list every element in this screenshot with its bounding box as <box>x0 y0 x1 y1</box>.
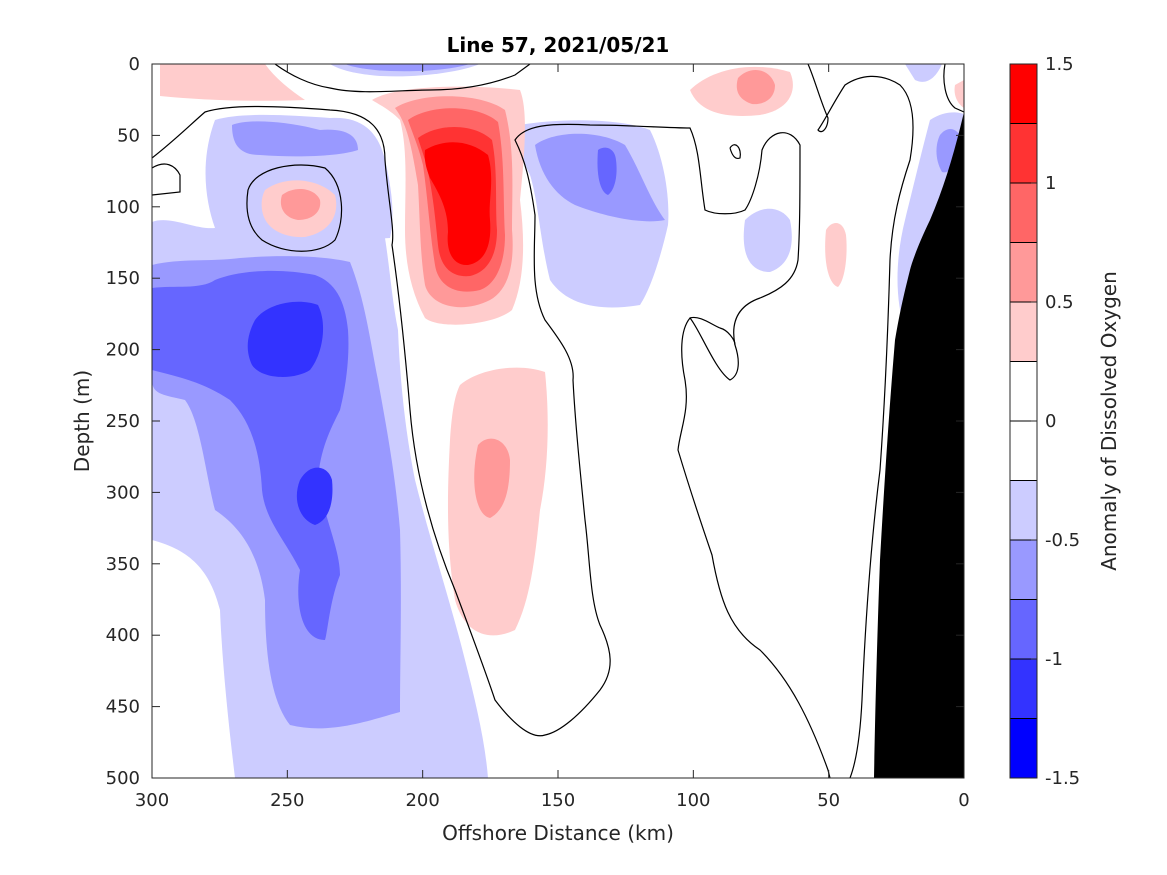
y-tick-label: 200 <box>106 340 140 361</box>
y-tick-label: 450 <box>106 697 140 718</box>
colorbar-band <box>1010 64 1037 124</box>
colorbar-band <box>1010 183 1037 243</box>
y-tick-label: 150 <box>106 268 140 289</box>
colorbar-band <box>1010 480 1037 540</box>
y-tick-label: 500 <box>106 768 140 789</box>
region-neg-light-nearshore1 <box>743 208 792 272</box>
colorbar-tick-label: -1.5 <box>1045 768 1080 789</box>
zero-contours <box>152 64 964 778</box>
y-tick-label: 50 <box>117 125 140 146</box>
colorbar-tick-label: -1 <box>1045 649 1063 670</box>
x-tick-label: 250 <box>270 790 304 811</box>
region-neg-core-2 <box>296 467 333 525</box>
colorbar-tick-label: 1.5 <box>1045 54 1074 75</box>
x-tick-label: 0 <box>958 790 969 811</box>
contour-zero-5 <box>729 144 741 160</box>
region-neg-mid-surface <box>345 64 470 72</box>
colorbar-band <box>1010 302 1037 362</box>
contour-zero-3 <box>246 164 343 252</box>
colorbar-band <box>1010 659 1037 719</box>
region-pos-mid-eddy <box>280 188 321 220</box>
contour-zero-4 <box>274 64 531 93</box>
colorbar-tick-label: -0.5 <box>1045 530 1080 551</box>
colorbar-band <box>1010 718 1037 778</box>
region-neg-mid-upper <box>232 121 358 157</box>
colorbar-tick-label: 0 <box>1045 411 1056 432</box>
region-pos-light-surface-left <box>160 64 305 101</box>
region-neg-light-nearshore2 <box>905 64 942 82</box>
y-tick-label: 300 <box>106 482 140 503</box>
contour-zero-8 <box>689 316 736 346</box>
contour-zero-2 <box>152 163 181 196</box>
contour-zero-1 <box>152 105 831 778</box>
region-pos-core <box>424 142 492 266</box>
x-tick-label: 300 <box>135 790 169 811</box>
colorbar-label: Anomaly of Dissolved Oxygen <box>1097 271 1121 571</box>
y-tick-label: 100 <box>106 197 140 218</box>
colorbar-band <box>1010 599 1037 659</box>
colorbar-tick-label: 1 <box>1045 173 1056 194</box>
y-tick-label: 350 <box>106 554 140 575</box>
colorbar-band <box>1010 123 1037 183</box>
x-axis: 300 250 200 150 100 50 0 <box>135 64 970 811</box>
colorbar-tick-label: 0.5 <box>1045 292 1074 313</box>
contour-zero-6 <box>807 64 914 778</box>
y-axis: 0 50 100 150 200 250 300 350 400 450 500 <box>106 54 964 789</box>
colorbar-band <box>1010 242 1037 302</box>
region-pos-mid-surface <box>736 69 775 105</box>
region-pos-mid-mid <box>474 438 510 518</box>
region-pos-light-coast <box>954 80 964 108</box>
y-tick-label: 0 <box>129 54 140 75</box>
x-tick-label: 200 <box>405 790 439 811</box>
bathymetry-mask <box>874 112 964 778</box>
y-tick-label: 250 <box>106 411 140 432</box>
x-axis-label: Offshore Distance (km) <box>442 821 674 845</box>
contour-zero-7 <box>943 64 964 113</box>
y-axis-label: Depth (m) <box>70 370 94 472</box>
plot-area <box>152 64 964 778</box>
y-tick-label: 400 <box>106 625 140 646</box>
chart-title: Line 57, 2021/05/21 <box>447 33 670 57</box>
colorbar-band <box>1010 540 1037 600</box>
x-tick-label: 150 <box>541 790 575 811</box>
region-pos-light-nearshore <box>825 223 847 287</box>
region-neg-dark-center <box>597 147 617 195</box>
colorbar: 1.5 1 0.5 0 -0.5 -1 -1.5 <box>1009 54 1080 789</box>
region-neg-core-1 <box>247 301 324 377</box>
x-tick-label: 50 <box>817 790 840 811</box>
x-tick-label: 100 <box>676 790 710 811</box>
